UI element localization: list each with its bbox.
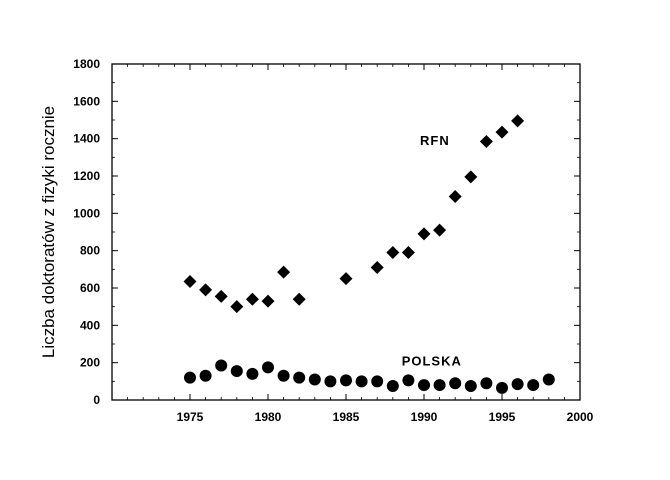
y-tick-label: 0 [93,393,100,407]
x-tick-label: 1990 [411,410,438,424]
data-point-circle [184,371,196,384]
annotation-rfn: RFN [420,133,450,148]
annotation-polska: POLSKA [402,353,462,368]
y-tick-label: 1800 [73,57,100,71]
data-point-circle [199,369,212,382]
plot-border [111,63,581,401]
data-point-circle [355,375,368,388]
x-tick-label: 1980 [255,410,282,424]
data-point-diamond [183,274,197,288]
data-point-circle [246,367,259,380]
y-axis-title: Liczba doktoratów z fizyki rocznie [39,106,58,358]
data-point-circle [433,379,446,392]
data-point-circle [324,375,337,388]
y-tick-label: 200 [80,356,100,370]
x-tick-label: 2000 [567,410,594,424]
x-tick-label: 1985 [333,410,360,424]
data-point-diamond [448,190,462,204]
data-point-diamond [277,265,291,279]
data-point-diamond [230,300,244,314]
data-point-diamond [386,246,400,260]
x-tick-label: 1975 [177,410,204,424]
data-point-diamond [464,170,478,184]
data-point-diamond [417,227,431,241]
data-point-circle [511,378,524,391]
data-point-circle [262,361,274,374]
data-point-diamond [495,125,509,139]
data-point-circle [542,373,555,386]
data-point-diamond [370,260,384,274]
data-point-diamond [339,272,353,286]
data-marks [183,114,555,394]
data-point-circle [371,375,384,388]
data-point-diamond [214,289,228,303]
y-tick-label: 800 [80,244,100,258]
y-tick-label: 1200 [73,169,100,183]
x-tick-label: 1995 [489,410,516,424]
y-tick-label: 400 [80,318,100,332]
plot-frame [111,63,581,401]
data-point-diamond [292,292,306,306]
y-tick-label: 600 [80,281,100,295]
data-point-diamond [511,114,525,128]
data-point-diamond [401,246,415,260]
data-point-circle [464,380,477,392]
data-point-circle [449,377,462,390]
data-point-circle [386,380,399,392]
data-point-circle [277,369,290,382]
data-point-diamond [479,134,493,148]
data-point-diamond [433,223,447,237]
data-point-circle [215,359,228,372]
axis-ticks [112,63,581,401]
data-point-diamond [261,294,275,308]
data-point-circle [308,373,321,386]
data-point-circle [418,379,430,392]
data-point-circle [402,374,415,387]
y-tick-label: 1400 [73,132,100,146]
data-point-circle [527,379,540,392]
data-point-circle [230,365,243,378]
data-point-circle [496,381,508,394]
data-point-circle [340,374,352,387]
series-rfn [183,114,525,314]
data-point-circle [293,371,306,384]
y-tick-label: 1600 [73,94,100,108]
tick-labels: 1975 1980 1985 1990 1995 2000 0 200 400 600 800 100… [73,57,593,424]
data-point-diamond [245,292,259,306]
data-point-diamond [199,283,213,297]
data-point-circle [480,377,493,390]
series-polska [184,359,555,394]
annotations: RFN POLSKA [402,133,462,368]
y-tick-label: 1000 [73,206,100,220]
